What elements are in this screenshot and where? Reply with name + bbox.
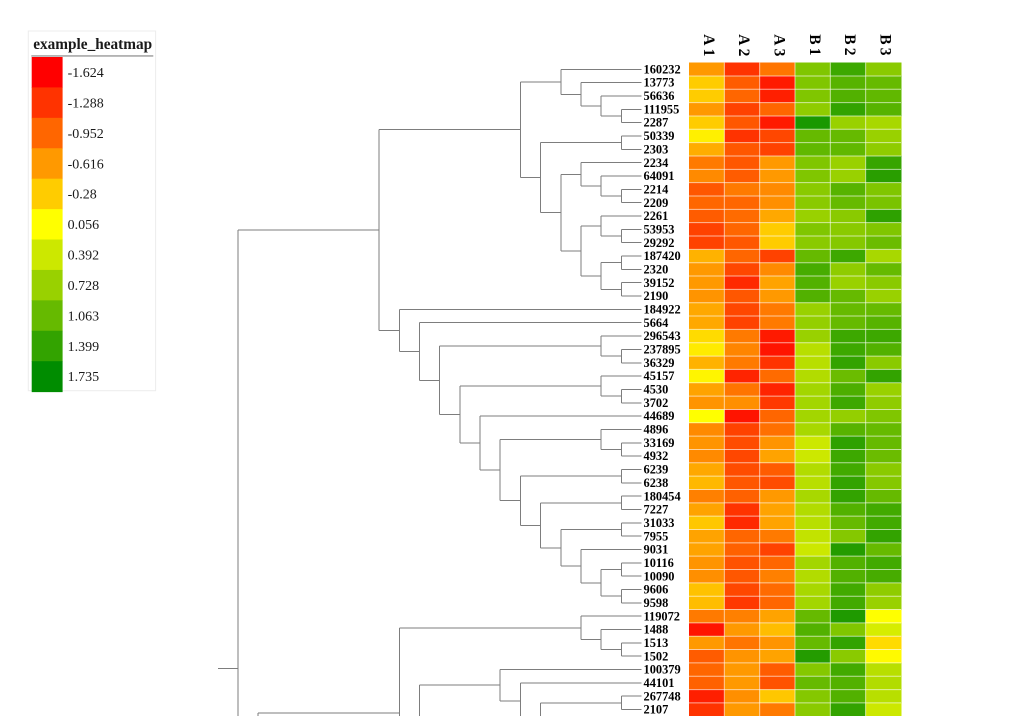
svg-text:4530: 4530 — [644, 383, 669, 397]
svg-text:4932: 4932 — [644, 449, 669, 463]
svg-text:0.728: 0.728 — [68, 279, 100, 294]
svg-text:2234: 2234 — [644, 156, 669, 170]
svg-text:3702: 3702 — [644, 396, 669, 410]
svg-text:4896: 4896 — [644, 423, 669, 437]
svg-text:2107: 2107 — [644, 703, 669, 716]
svg-text:100379: 100379 — [644, 663, 681, 677]
svg-text:0.392: 0.392 — [68, 249, 100, 264]
svg-text:2214: 2214 — [644, 182, 669, 196]
svg-text:B2: B2 — [841, 34, 858, 59]
svg-text:B3: B3 — [877, 34, 894, 59]
svg-text:187420: 187420 — [644, 249, 681, 263]
svg-text:7227: 7227 — [644, 503, 669, 517]
svg-text:10116: 10116 — [644, 556, 674, 570]
svg-text:184922: 184922 — [644, 303, 681, 317]
svg-text:44101: 44101 — [644, 676, 675, 690]
svg-text:296543: 296543 — [644, 329, 681, 343]
svg-text:9598: 9598 — [644, 596, 669, 610]
svg-text:29292: 29292 — [644, 236, 675, 250]
svg-text:2261: 2261 — [644, 209, 669, 223]
svg-text:119072: 119072 — [644, 609, 681, 623]
svg-text:5664: 5664 — [644, 316, 669, 330]
svg-text:1488: 1488 — [644, 623, 669, 637]
svg-text:45157: 45157 — [644, 369, 675, 383]
svg-text:A1: A1 — [700, 34, 717, 59]
svg-text:36329: 36329 — [644, 356, 675, 370]
svg-text:180454: 180454 — [644, 489, 681, 503]
svg-text:example_heatmap: example_heatmap — [33, 36, 152, 53]
svg-text:9031: 9031 — [644, 543, 669, 557]
svg-text:10090: 10090 — [644, 569, 675, 583]
svg-text:53953: 53953 — [644, 222, 675, 236]
svg-text:-0.952: -0.952 — [68, 127, 104, 142]
svg-text:1.399: 1.399 — [68, 340, 100, 355]
svg-text:13773: 13773 — [644, 76, 675, 90]
svg-text:6239: 6239 — [644, 463, 669, 477]
svg-text:2209: 2209 — [644, 196, 669, 210]
svg-text:1513: 1513 — [644, 636, 669, 650]
svg-text:1502: 1502 — [644, 649, 669, 663]
svg-text:1.063: 1.063 — [68, 309, 100, 324]
svg-text:9606: 9606 — [644, 583, 669, 597]
svg-text:B1: B1 — [806, 34, 823, 59]
svg-text:7955: 7955 — [644, 529, 669, 543]
svg-text:2303: 2303 — [644, 142, 669, 156]
svg-text:160232: 160232 — [644, 62, 681, 76]
svg-text:1.735: 1.735 — [68, 370, 100, 385]
svg-text:44689: 44689 — [644, 409, 675, 423]
svg-text:39152: 39152 — [644, 276, 675, 290]
svg-text:64091: 64091 — [644, 169, 675, 183]
svg-text:111955: 111955 — [644, 102, 680, 116]
svg-text:56636: 56636 — [644, 89, 675, 103]
svg-text:267748: 267748 — [644, 689, 681, 703]
svg-text:A2: A2 — [735, 34, 752, 59]
svg-text:A3: A3 — [771, 34, 788, 59]
svg-text:2190: 2190 — [644, 289, 669, 303]
svg-text:31033: 31033 — [644, 516, 675, 530]
svg-text:33169: 33169 — [644, 436, 675, 450]
svg-text:50339: 50339 — [644, 129, 675, 143]
svg-text:-0.616: -0.616 — [68, 157, 104, 172]
svg-text:237895: 237895 — [644, 343, 681, 357]
svg-text:6238: 6238 — [644, 476, 669, 490]
svg-text:0.056: 0.056 — [68, 218, 100, 233]
svg-text:-0.28: -0.28 — [68, 188, 97, 203]
svg-text:2287: 2287 — [644, 116, 669, 130]
svg-text:-1.288: -1.288 — [68, 96, 104, 111]
svg-text:-1.624: -1.624 — [68, 66, 104, 81]
svg-text:2320: 2320 — [644, 263, 669, 277]
